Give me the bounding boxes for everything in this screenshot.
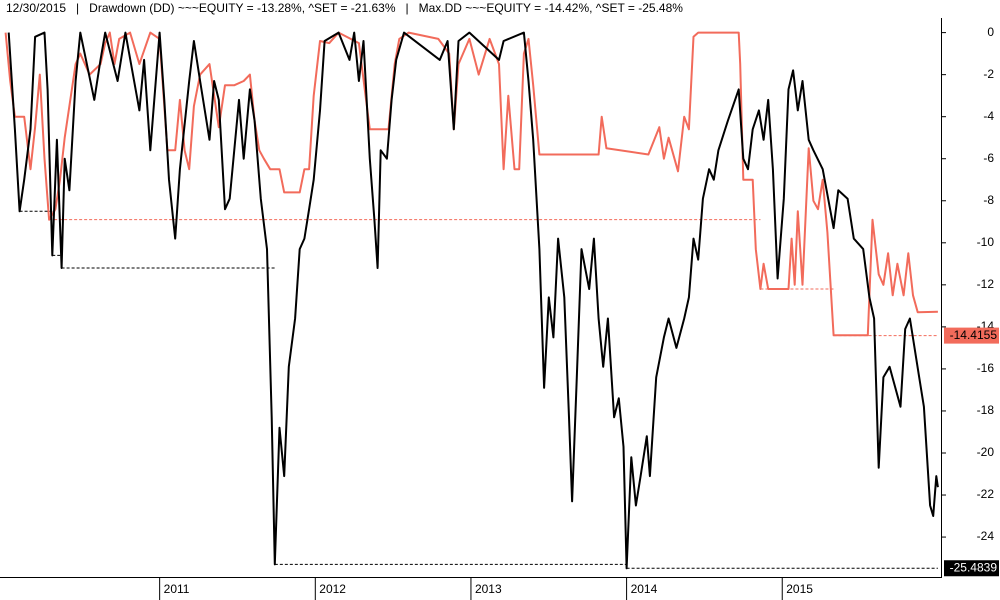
y-tick-label: -20 [977, 445, 995, 459]
x-tick-label: 2014 [631, 582, 658, 596]
drawdown-line [7, 31, 939, 570]
y-tick-label: 0 [987, 25, 994, 39]
y-tick-label: -10 [977, 235, 995, 249]
plot-area [4, 31, 939, 570]
x-tick-label: 2015 [786, 582, 813, 596]
y-tick-label: -24 [977, 529, 995, 543]
drawdown-line [4, 31, 938, 337]
y-tick-label: -4 [983, 109, 994, 123]
value-box [944, 560, 999, 577]
x-tick-label: 2011 [164, 582, 190, 596]
value-box-label: -25.4839 [950, 560, 998, 574]
y-tick-label: -16 [977, 361, 995, 375]
y-tick-label: -6 [983, 151, 994, 165]
y-tick-label: -2 [983, 67, 994, 81]
chart-title: 12/30/2015 | Drawdown (DD) ~~~EQUITY = -… [6, 1, 683, 15]
y-tick-label: -22 [977, 487, 995, 501]
value-box-label: -14.4155 [950, 328, 998, 342]
y-tick-label: -12 [977, 277, 995, 291]
y-tick-label: -18 [977, 403, 995, 417]
value-box [944, 327, 999, 344]
x-tick-label: 2012 [319, 582, 346, 596]
x-tick-label: 2013 [475, 582, 502, 596]
y-tick-label: -8 [983, 193, 994, 207]
